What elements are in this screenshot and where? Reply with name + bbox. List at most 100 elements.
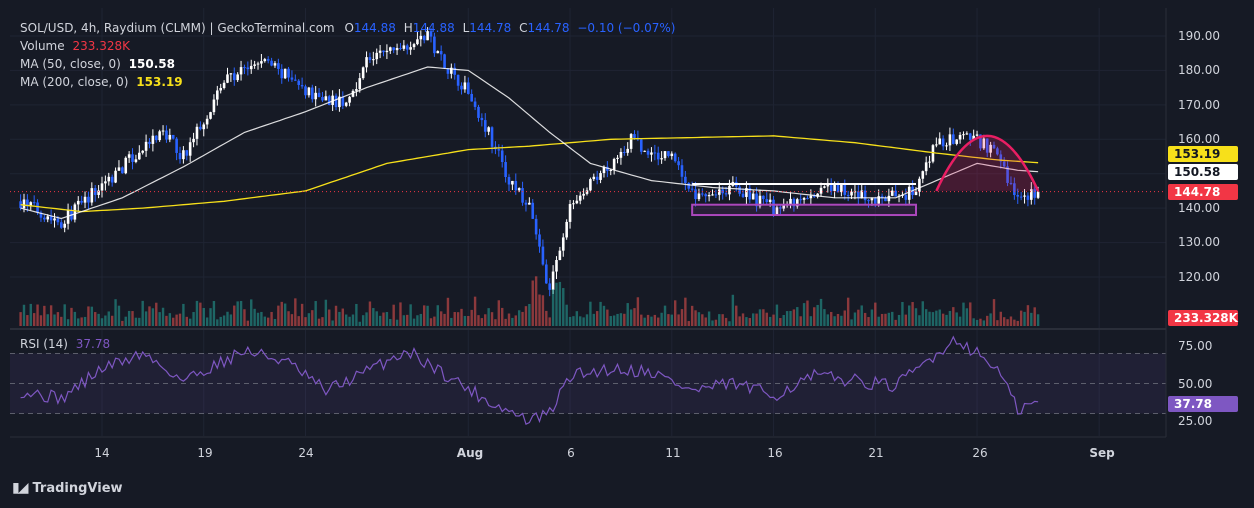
rsi-legend[interactable]: RSI (14) 37.78 [20,337,110,351]
axis-lines [10,8,1167,438]
volume-bar [87,306,90,326]
rsi-panel [10,335,1166,426]
candle-body [277,63,280,69]
volume-bar [94,312,97,326]
candle-body [609,170,613,172]
candle-body [914,191,918,196]
ma50-legend[interactable]: MA (50, close, 0) 150.58 [20,56,175,72]
volume-bar [843,310,846,326]
candle-body [426,31,429,41]
candle-body [619,151,623,158]
volume-bar [426,305,429,326]
volume-bar [904,314,908,326]
volume-bar [161,307,165,326]
volume-bar [236,301,239,326]
candle-body [446,68,450,74]
candle-body [100,183,104,191]
volume-bar [623,313,626,326]
volume-bar [317,318,321,326]
candle-body [199,126,202,130]
candle-body [809,195,813,199]
candle-body [918,178,921,192]
candle-body [775,207,779,216]
volume-bar [66,319,70,326]
volume-bar [399,302,402,326]
candle-body [416,39,419,45]
time-tick-21: 21 [868,446,884,460]
volume-bar [562,288,565,326]
volume-bar [918,315,921,326]
candle-body [500,150,504,163]
volume-bar [846,297,850,326]
volume-bar [1002,317,1006,326]
volume-series [19,276,1040,326]
volume-bar [595,311,599,326]
candle-body [338,96,341,108]
candle-body [857,191,860,199]
volume-bar [222,315,226,326]
volume-bar [263,316,266,326]
volume-bar [704,317,707,326]
candle-body [358,78,362,90]
volume-bar [965,308,969,326]
volume-bar [819,298,823,326]
volume-bar [348,316,351,326]
candle-body [623,151,626,153]
candle-body [599,173,602,180]
volume-bar [697,312,701,326]
candle-body [741,193,745,197]
volume-bar [724,317,728,326]
candle-body [463,82,467,90]
high-label: H [403,21,413,35]
volume-bar [860,305,863,326]
candle-body [43,217,46,220]
volume-bar [53,314,56,326]
ma200-legend[interactable]: MA (200, close, 0) 153.19 [20,74,183,90]
candle-body [161,130,165,132]
volume-legend[interactable]: Volume 233.328K [20,38,130,54]
volume-bar [1033,307,1036,326]
candle-body [738,186,741,194]
candle-body [209,112,212,119]
candle-body [436,51,440,54]
candle-body [317,92,321,97]
tradingview-brand[interactable]: ▮◢ TradingView [12,480,123,496]
candle-body [36,202,39,213]
candle-body [249,65,253,70]
candle-body [487,127,490,132]
volume-bar [480,318,484,326]
candle-body [1016,195,1020,197]
candle-body [73,204,77,220]
candle-body [592,176,596,180]
volume-bar [419,313,423,326]
volume-bar [307,313,311,326]
candle-body [758,195,762,207]
volume-bar [389,318,392,326]
volume-bar [633,308,636,326]
volume-bar [979,318,982,326]
volume-bar [565,304,568,326]
candle-body [717,189,721,195]
volume-bar [545,310,548,326]
volume-bar [857,309,860,326]
candle-body [195,126,199,139]
volume-bar [1019,310,1023,326]
ma50-line [20,66,1039,220]
candle-body [232,73,236,81]
candle-body [134,159,138,162]
candle-body [650,152,653,155]
volume-bar [640,314,643,326]
volume-bar [246,320,250,326]
volume-bar [690,305,694,326]
time-tick-aug: Aug [456,446,484,460]
volume-bar [707,311,711,326]
candle-body [327,96,331,106]
volume-bar [714,319,718,326]
candle-body [907,186,911,200]
candle-body [443,54,446,69]
candle-body [1023,195,1026,197]
volume-bar [758,309,762,326]
candle-body [385,50,389,53]
candle-body [921,171,925,179]
